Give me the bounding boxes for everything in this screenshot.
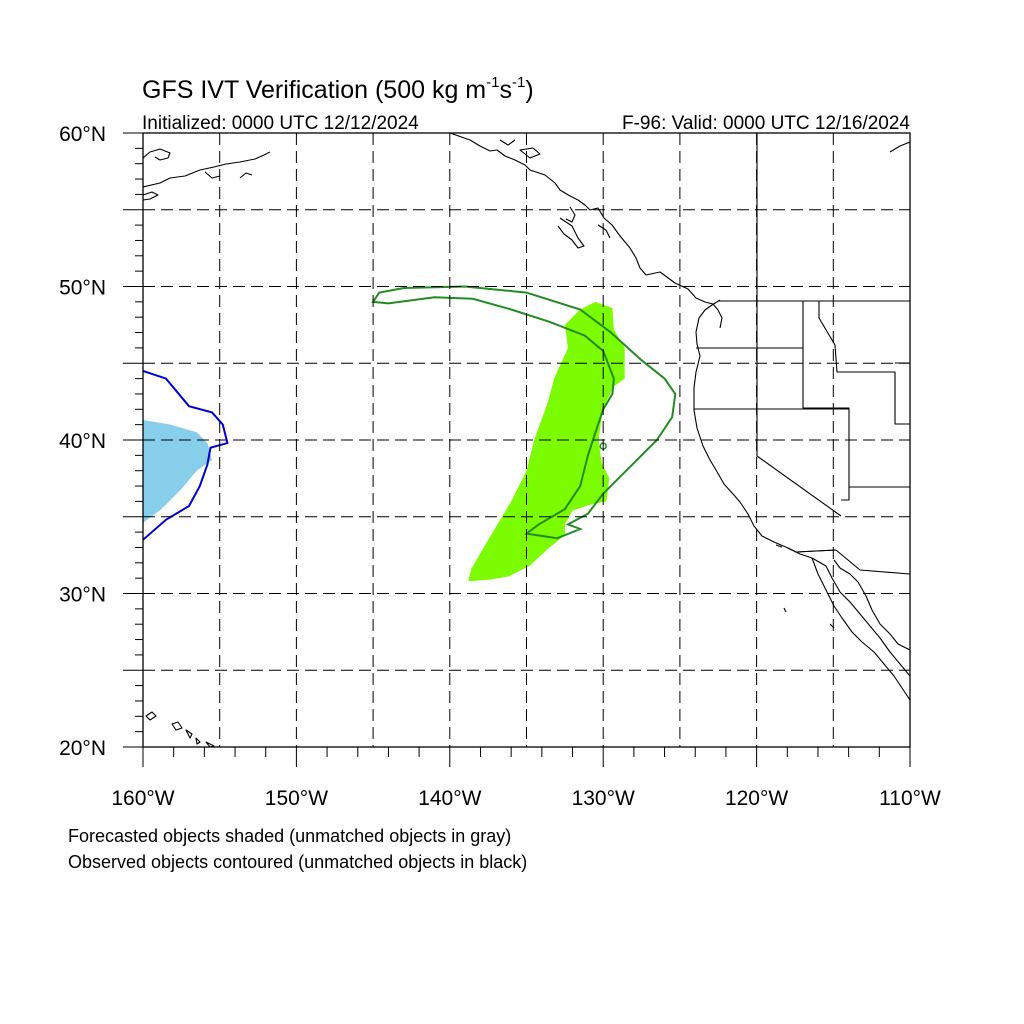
lat-label: 20°N	[59, 737, 106, 760]
coastlines-and-borders	[143, 133, 910, 747]
initialized-label: Initialized: 0000 UTC 12/12/2024	[142, 113, 419, 134]
west-coastline	[693, 299, 910, 677]
observed-legend-note: Observed objects contoured (unmatched ob…	[68, 852, 528, 872]
map-title: GFS IVT Verification (500 kg m-1s-1)	[142, 74, 534, 104]
lat-label: 60°N	[59, 123, 106, 146]
observed-contour-3	[143, 369, 229, 541]
us-state-borders	[694, 133, 910, 575]
lat-label: 50°N	[59, 277, 106, 300]
forecast-legend-note: Forecasted objects shaded (unmatched obj…	[68, 826, 512, 846]
lon-label: 150°W	[265, 787, 328, 810]
forecast-object-2	[143, 420, 212, 523]
mexico-border	[796, 549, 837, 553]
baja-peninsula	[811, 557, 910, 701]
lon-label: 160°W	[111, 787, 174, 810]
valid-label: F-96: Valid: 0000 UTC 12/16/2024	[622, 113, 910, 134]
lat-lon-grid	[143, 133, 910, 747]
alaska-coastline	[143, 148, 271, 201]
lon-label: 140°W	[418, 787, 481, 810]
lon-label: 120°W	[725, 787, 788, 810]
channel-islands	[775, 544, 835, 629]
observed-contour-1	[371, 285, 677, 540]
lon-label: 130°W	[572, 787, 635, 810]
hawaii-islands	[145, 711, 215, 747]
forecast-object-0	[468, 301, 625, 582]
weather-objects	[143, 285, 677, 582]
lat-label: 30°N	[59, 584, 106, 607]
axis-labels: 60°N 50°N 40°N 30°N 20°N 160°W 150°W 140°W 130°W…	[59, 123, 941, 810]
lon-label: 110°W	[879, 787, 941, 810]
map-frame	[123, 132, 911, 767]
north-coastline	[449, 133, 910, 329]
lat-label: 40°N	[59, 430, 106, 453]
